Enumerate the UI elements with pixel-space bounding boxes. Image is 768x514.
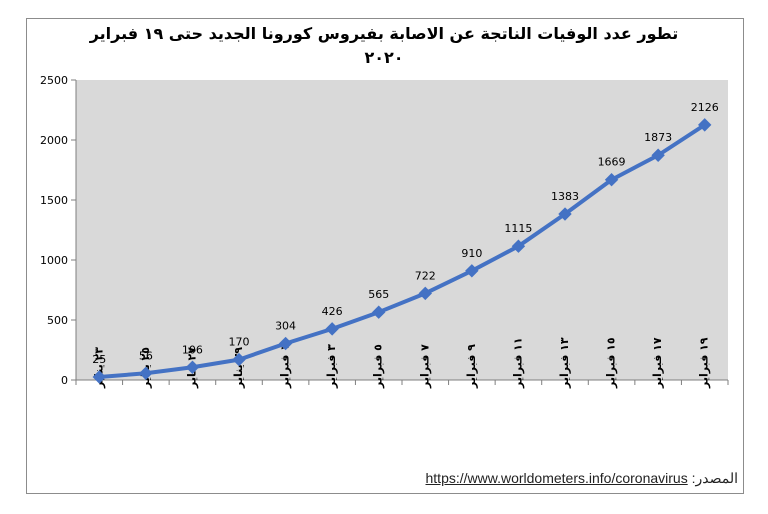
data-label: 25 <box>92 353 106 366</box>
data-label: 106 <box>182 343 203 356</box>
data-point-marker <box>372 305 386 319</box>
data-label: 170 <box>229 336 250 349</box>
data-label: 1873 <box>644 131 672 144</box>
y-tick-label: 0 <box>61 374 68 387</box>
data-label: 565 <box>368 288 389 301</box>
data-label: 304 <box>275 320 296 333</box>
x-tick-label: ٢٩ يناير <box>232 347 245 389</box>
x-tick-label: ١٣ فبراير <box>558 337 571 389</box>
data-point-marker <box>465 264 479 278</box>
data-point-marker <box>604 173 619 187</box>
source-label: المصدر: <box>691 470 738 486</box>
x-tick-label: ١٩ فبراير <box>698 337 711 389</box>
data-point-marker <box>139 366 153 380</box>
x-tick-label: ٩ فبراير <box>465 344 478 389</box>
data-label: 1669 <box>598 156 626 169</box>
series-line <box>99 123 706 379</box>
data-point-marker <box>325 322 339 336</box>
x-tick-label: ٣ فبراير <box>325 344 338 389</box>
chart-title-line1: تطور عدد الوفيات الناتجة عن الاصابة بفير… <box>89 24 679 43</box>
data-point-marker <box>698 118 712 132</box>
data-label: 722 <box>415 269 436 282</box>
chart-title-line2: ٢٠٢٠ <box>364 48 404 67</box>
x-tick-label: ١٧ فبراير <box>651 337 664 389</box>
x-tick-label: ١٥ فبراير <box>605 337 618 389</box>
data-point-marker <box>418 286 432 301</box>
data-label: 1383 <box>551 190 579 203</box>
y-tick-label: 2500 <box>40 74 68 87</box>
data-label: 1115 <box>504 222 532 235</box>
y-tick-label: 1500 <box>40 194 68 207</box>
chart-title: تطور عدد الوفيات الناتجة عن الاصابة بفير… <box>0 22 768 70</box>
y-tick-label: 2000 <box>40 134 68 147</box>
data-point-marker <box>185 360 200 374</box>
x-tick-label: ١١ فبراير <box>511 337 524 389</box>
data-label: 426 <box>322 305 343 318</box>
data-point-marker <box>511 239 526 253</box>
data-label: 56 <box>139 349 153 362</box>
y-tick-label: 500 <box>47 314 68 327</box>
data-point-marker <box>651 148 665 162</box>
data-label: 2126 <box>691 101 719 114</box>
x-tick-label: ١ فبراير <box>279 344 292 389</box>
data-point-marker <box>92 370 106 384</box>
data-point-marker <box>232 352 246 367</box>
plot-area <box>76 80 728 380</box>
source-link[interactable]: https://www.worldometers.info/coronaviru… <box>425 470 688 486</box>
x-tick-label: ٧ فبراير <box>418 344 431 389</box>
y-tick-label: 1000 <box>40 254 68 267</box>
data-point-marker <box>278 336 293 351</box>
x-tick-label: ٥ فبراير <box>372 344 385 389</box>
data-point-marker <box>558 207 572 221</box>
source-note: المصدر: https://www.worldometers.info/co… <box>426 470 739 487</box>
data-label: 910 <box>461 247 482 260</box>
